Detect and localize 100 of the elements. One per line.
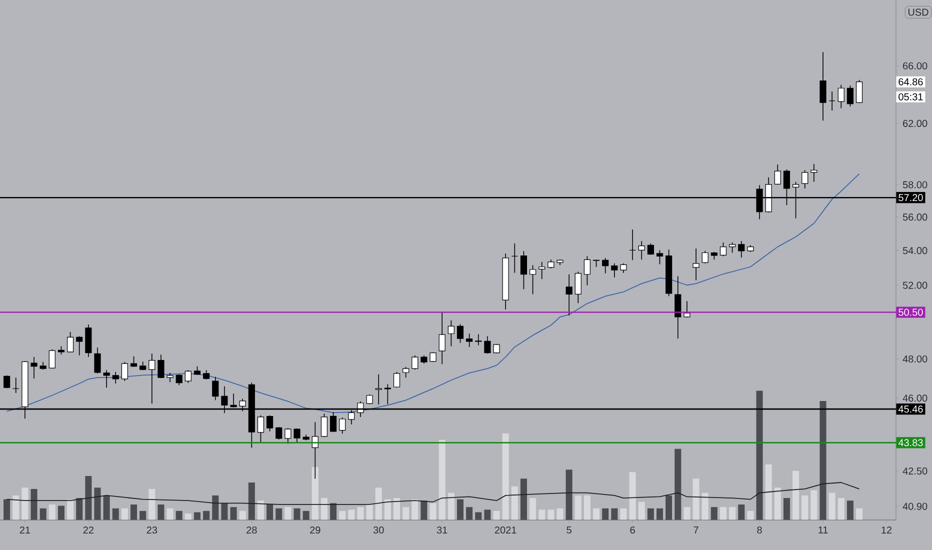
candlestick xyxy=(820,52,826,121)
x-tick-label: 31 xyxy=(436,526,448,534)
bar xyxy=(502,433,509,520)
x-tick-label: 6 xyxy=(630,526,635,534)
bar xyxy=(475,512,482,520)
bar xyxy=(184,514,192,520)
bar xyxy=(484,510,491,520)
y-tick-label: 56.00 xyxy=(902,214,928,221)
bar xyxy=(820,401,826,520)
candlestick xyxy=(320,413,328,438)
candlestick xyxy=(266,414,274,432)
x-tick-label: 22 xyxy=(83,526,94,534)
bar xyxy=(166,508,174,520)
candlestick xyxy=(284,428,292,444)
bar xyxy=(620,508,627,520)
candlestick xyxy=(148,353,156,404)
y-tick-label: 46.00 xyxy=(902,394,928,402)
candlestick xyxy=(257,414,264,442)
bar xyxy=(76,498,83,520)
candlestick xyxy=(584,256,590,286)
bar xyxy=(783,498,790,520)
candlestick xyxy=(656,250,664,265)
candlestick xyxy=(339,417,346,434)
candlestick xyxy=(647,243,654,256)
x-tick-label: 23 xyxy=(146,526,158,534)
candlestick xyxy=(66,332,74,353)
candlestick xyxy=(511,243,518,274)
candlestick xyxy=(692,248,700,281)
x-tick-label: 30 xyxy=(373,526,384,534)
bar xyxy=(638,502,645,520)
bar xyxy=(710,507,718,520)
bar xyxy=(230,507,237,520)
bar xyxy=(94,488,101,520)
candlestick xyxy=(166,372,174,382)
bar xyxy=(448,492,454,520)
candlestick xyxy=(738,240,745,258)
bar xyxy=(720,507,727,520)
bar xyxy=(67,499,74,520)
candlestick xyxy=(393,372,400,388)
candlestick xyxy=(702,250,708,264)
candlestick xyxy=(538,261,546,280)
y-tick-label: 52.00 xyxy=(902,282,928,289)
bar xyxy=(629,472,636,520)
bar xyxy=(566,470,572,520)
bar xyxy=(466,507,473,520)
ref-line-label: 43.83 xyxy=(898,439,923,446)
x-tick-label: 2021 xyxy=(494,526,516,534)
ref-line-label: 50.50 xyxy=(898,308,923,316)
bar xyxy=(574,495,582,520)
y-tick-label: 62.00 xyxy=(903,120,928,127)
candlestick xyxy=(203,370,210,380)
bar xyxy=(312,466,318,520)
bar xyxy=(430,503,436,520)
bar xyxy=(276,508,282,520)
bar xyxy=(402,507,410,520)
bar xyxy=(511,486,518,520)
bar xyxy=(239,510,246,520)
candlestick xyxy=(30,356,38,379)
candlestick xyxy=(158,354,164,379)
bar xyxy=(85,476,92,520)
candlestick xyxy=(384,384,391,405)
bar xyxy=(666,495,672,520)
bar xyxy=(194,512,201,520)
bar xyxy=(357,507,364,520)
bar xyxy=(674,448,682,520)
bar xyxy=(158,504,164,520)
bar xyxy=(348,510,355,520)
candlestick xyxy=(176,374,182,386)
candlestick xyxy=(448,320,454,347)
y-tick-label: 58.00 xyxy=(902,181,928,188)
bar xyxy=(738,504,745,520)
bar xyxy=(130,504,138,520)
candlestick xyxy=(846,85,854,107)
candlestick xyxy=(611,263,618,278)
bar xyxy=(584,495,590,520)
candlestick xyxy=(484,336,491,354)
candlestick xyxy=(112,372,119,384)
bar xyxy=(556,508,564,520)
bar xyxy=(176,510,182,520)
bar xyxy=(12,495,20,520)
bar xyxy=(384,499,391,520)
x-tick-label: 8 xyxy=(757,526,762,534)
bar xyxy=(692,478,700,520)
bar xyxy=(729,507,736,520)
bar xyxy=(112,508,119,520)
bar xyxy=(40,508,46,520)
bar xyxy=(257,500,264,520)
bar xyxy=(221,503,228,520)
candlestick xyxy=(566,274,572,316)
x-tick-label: 12 xyxy=(882,526,892,534)
candlestick xyxy=(294,428,300,442)
candlestick xyxy=(375,374,382,405)
bar xyxy=(375,488,382,520)
bar xyxy=(792,470,800,520)
bar xyxy=(593,508,600,520)
candlestick xyxy=(629,229,636,261)
bar xyxy=(611,508,618,520)
bar xyxy=(774,488,781,520)
bar xyxy=(828,492,836,520)
bar xyxy=(248,482,255,520)
